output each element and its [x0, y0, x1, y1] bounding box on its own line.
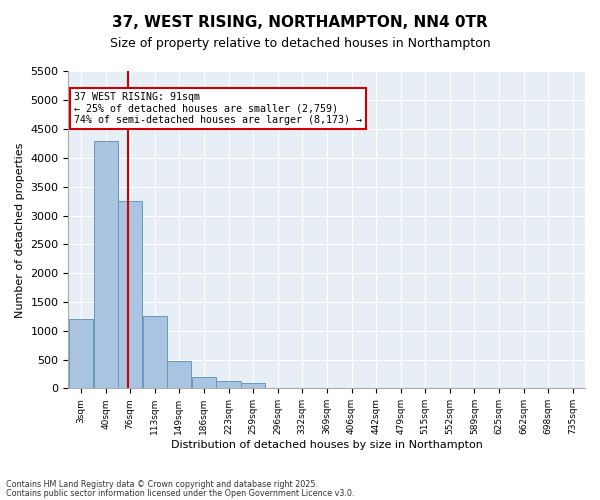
Bar — [143, 316, 167, 388]
Text: 37, WEST RISING, NORTHAMPTON, NN4 0TR: 37, WEST RISING, NORTHAMPTON, NN4 0TR — [112, 15, 488, 30]
Bar — [241, 382, 265, 388]
Bar — [118, 201, 142, 388]
Y-axis label: Number of detached properties: Number of detached properties — [15, 142, 25, 318]
X-axis label: Distribution of detached houses by size in Northampton: Distribution of detached houses by size … — [171, 440, 482, 450]
Bar — [94, 140, 118, 388]
Bar — [191, 377, 216, 388]
Text: 37 WEST RISING: 91sqm
← 25% of detached houses are smaller (2,759)
74% of semi-d: 37 WEST RISING: 91sqm ← 25% of detached … — [74, 92, 362, 126]
Text: Contains HM Land Registry data © Crown copyright and database right 2025.: Contains HM Land Registry data © Crown c… — [6, 480, 318, 489]
Bar — [217, 382, 241, 388]
Bar — [167, 360, 191, 388]
Text: Contains public sector information licensed under the Open Government Licence v3: Contains public sector information licen… — [6, 488, 355, 498]
Text: Size of property relative to detached houses in Northampton: Size of property relative to detached ho… — [110, 38, 490, 51]
Bar — [68, 319, 93, 388]
